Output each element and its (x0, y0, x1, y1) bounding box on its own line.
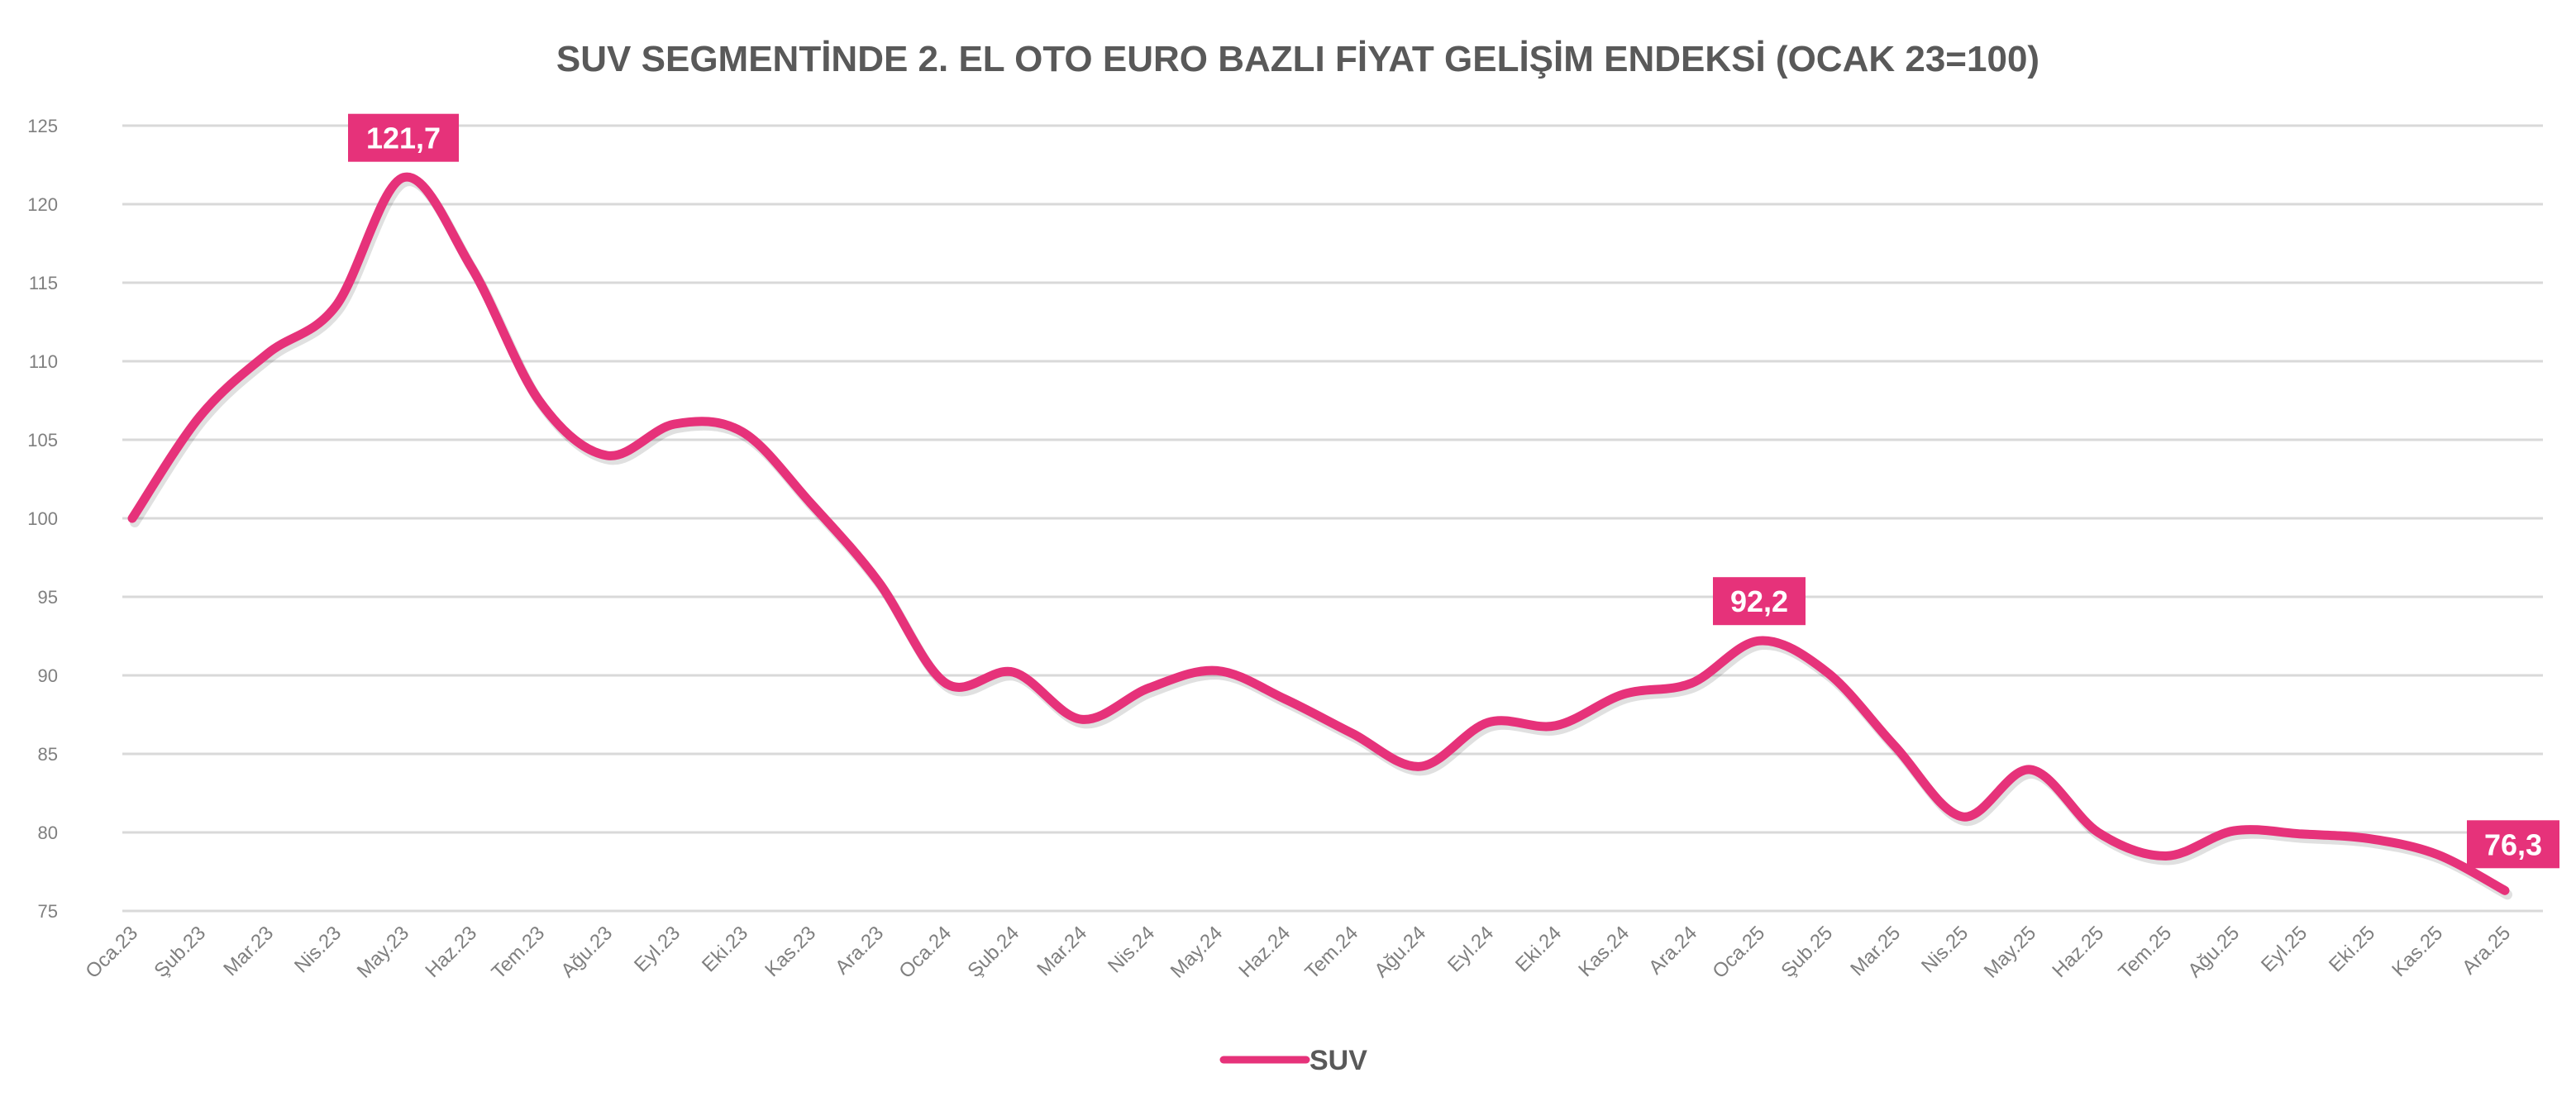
x-tick-label: Tem.23 (487, 922, 549, 984)
x-tick-label: Haz.25 (2048, 922, 2108, 982)
y-tick-label: 75 (38, 901, 58, 922)
x-tick-label: Tem.25 (2114, 922, 2176, 984)
y-tick-label: 90 (38, 665, 58, 686)
x-tick-label: Ağu.23 (556, 922, 617, 982)
series-line-shadow (130, 176, 2512, 900)
x-tick-label: Eki.23 (698, 922, 752, 976)
legend-label-suv: SUV (1309, 1045, 1367, 1076)
data-labels: 121,7 92,2 76,3 (348, 113, 2559, 869)
series-layer (127, 172, 2512, 900)
gridlines (122, 124, 2543, 913)
data-label-box (1713, 577, 1806, 626)
series-line-suv (127, 172, 2510, 895)
x-tick-label: Eyl.24 (1443, 922, 1498, 976)
x-tick-label: May.24 (1166, 922, 1227, 982)
y-axis: 75 80 85 90 95 100 105 110 115 120 125 (27, 116, 58, 922)
data-label-box (2467, 820, 2559, 869)
y-tick-label: 95 (38, 587, 58, 608)
x-tick-label: Nis.24 (1104, 922, 1159, 977)
x-tick-label: Ara.23 (831, 922, 888, 979)
x-tick-label: May.23 (353, 922, 413, 982)
y-tick-label: 120 (27, 194, 58, 215)
x-tick-label: Oca.25 (1708, 922, 1769, 983)
x-tick-label: Mar.25 (1846, 922, 1905, 980)
x-tick-label: Kas.24 (1574, 922, 1634, 981)
y-tick-label: 110 (29, 351, 58, 372)
y-tick-label: 100 (27, 508, 58, 529)
x-tick-label: Oca.23 (81, 922, 142, 983)
data-label-box (348, 113, 459, 162)
x-tick-label: Eyl.23 (630, 922, 685, 976)
x-tick-label: Nis.25 (1917, 922, 1973, 977)
data-label: 92,2 (1730, 584, 1788, 618)
x-tick-label: Oca.24 (894, 922, 956, 983)
x-tick-label: Eki.24 (1511, 922, 1566, 976)
y-tick-label: 125 (27, 116, 58, 136)
x-tick-label: Ağu.24 (1370, 922, 1430, 982)
x-tick-label: Kas.25 (2388, 922, 2447, 981)
x-tick-label: Mar.23 (219, 922, 278, 980)
x-tick-label: Mar.24 (1033, 922, 1091, 980)
y-tick-label: 85 (38, 744, 58, 765)
x-tick-label: Haz.24 (1234, 922, 1295, 982)
x-axis: Oca.23 Şub.23 Mar.23 Nis.23 May.23 Haz.23 Tem.… (81, 922, 2515, 984)
x-tick-label: Şub.24 (963, 922, 1023, 982)
x-tick-label: Haz.23 (421, 922, 481, 982)
chart-title: SUV SEGMENTİNDE 2. EL OTO EURO BAZLI FİY… (556, 39, 2039, 79)
x-tick-label: Ara.24 (1644, 922, 1701, 979)
x-tick-label: Eyl.25 (2257, 922, 2311, 976)
x-tick-label: Nis.23 (290, 922, 346, 977)
x-tick-label: Şub.25 (1777, 922, 1837, 982)
y-tick-label: 80 (38, 823, 58, 843)
x-tick-label: Eki.25 (2325, 922, 2379, 976)
data-label: 121,7 (366, 122, 441, 155)
y-tick-label: 115 (29, 273, 58, 293)
x-tick-label: Tem.24 (1300, 922, 1362, 984)
y-tick-label: 105 (27, 430, 58, 451)
x-tick-label: Şub.23 (150, 922, 210, 982)
x-tick-label: May.25 (1980, 922, 2040, 982)
x-tick-label: Ağu.25 (2183, 922, 2244, 982)
x-tick-label: Kas.23 (761, 922, 820, 981)
x-tick-label: Ara.25 (2458, 922, 2515, 979)
data-label: 76,3 (2484, 827, 2542, 861)
legend: SUV (1219, 1045, 1367, 1076)
